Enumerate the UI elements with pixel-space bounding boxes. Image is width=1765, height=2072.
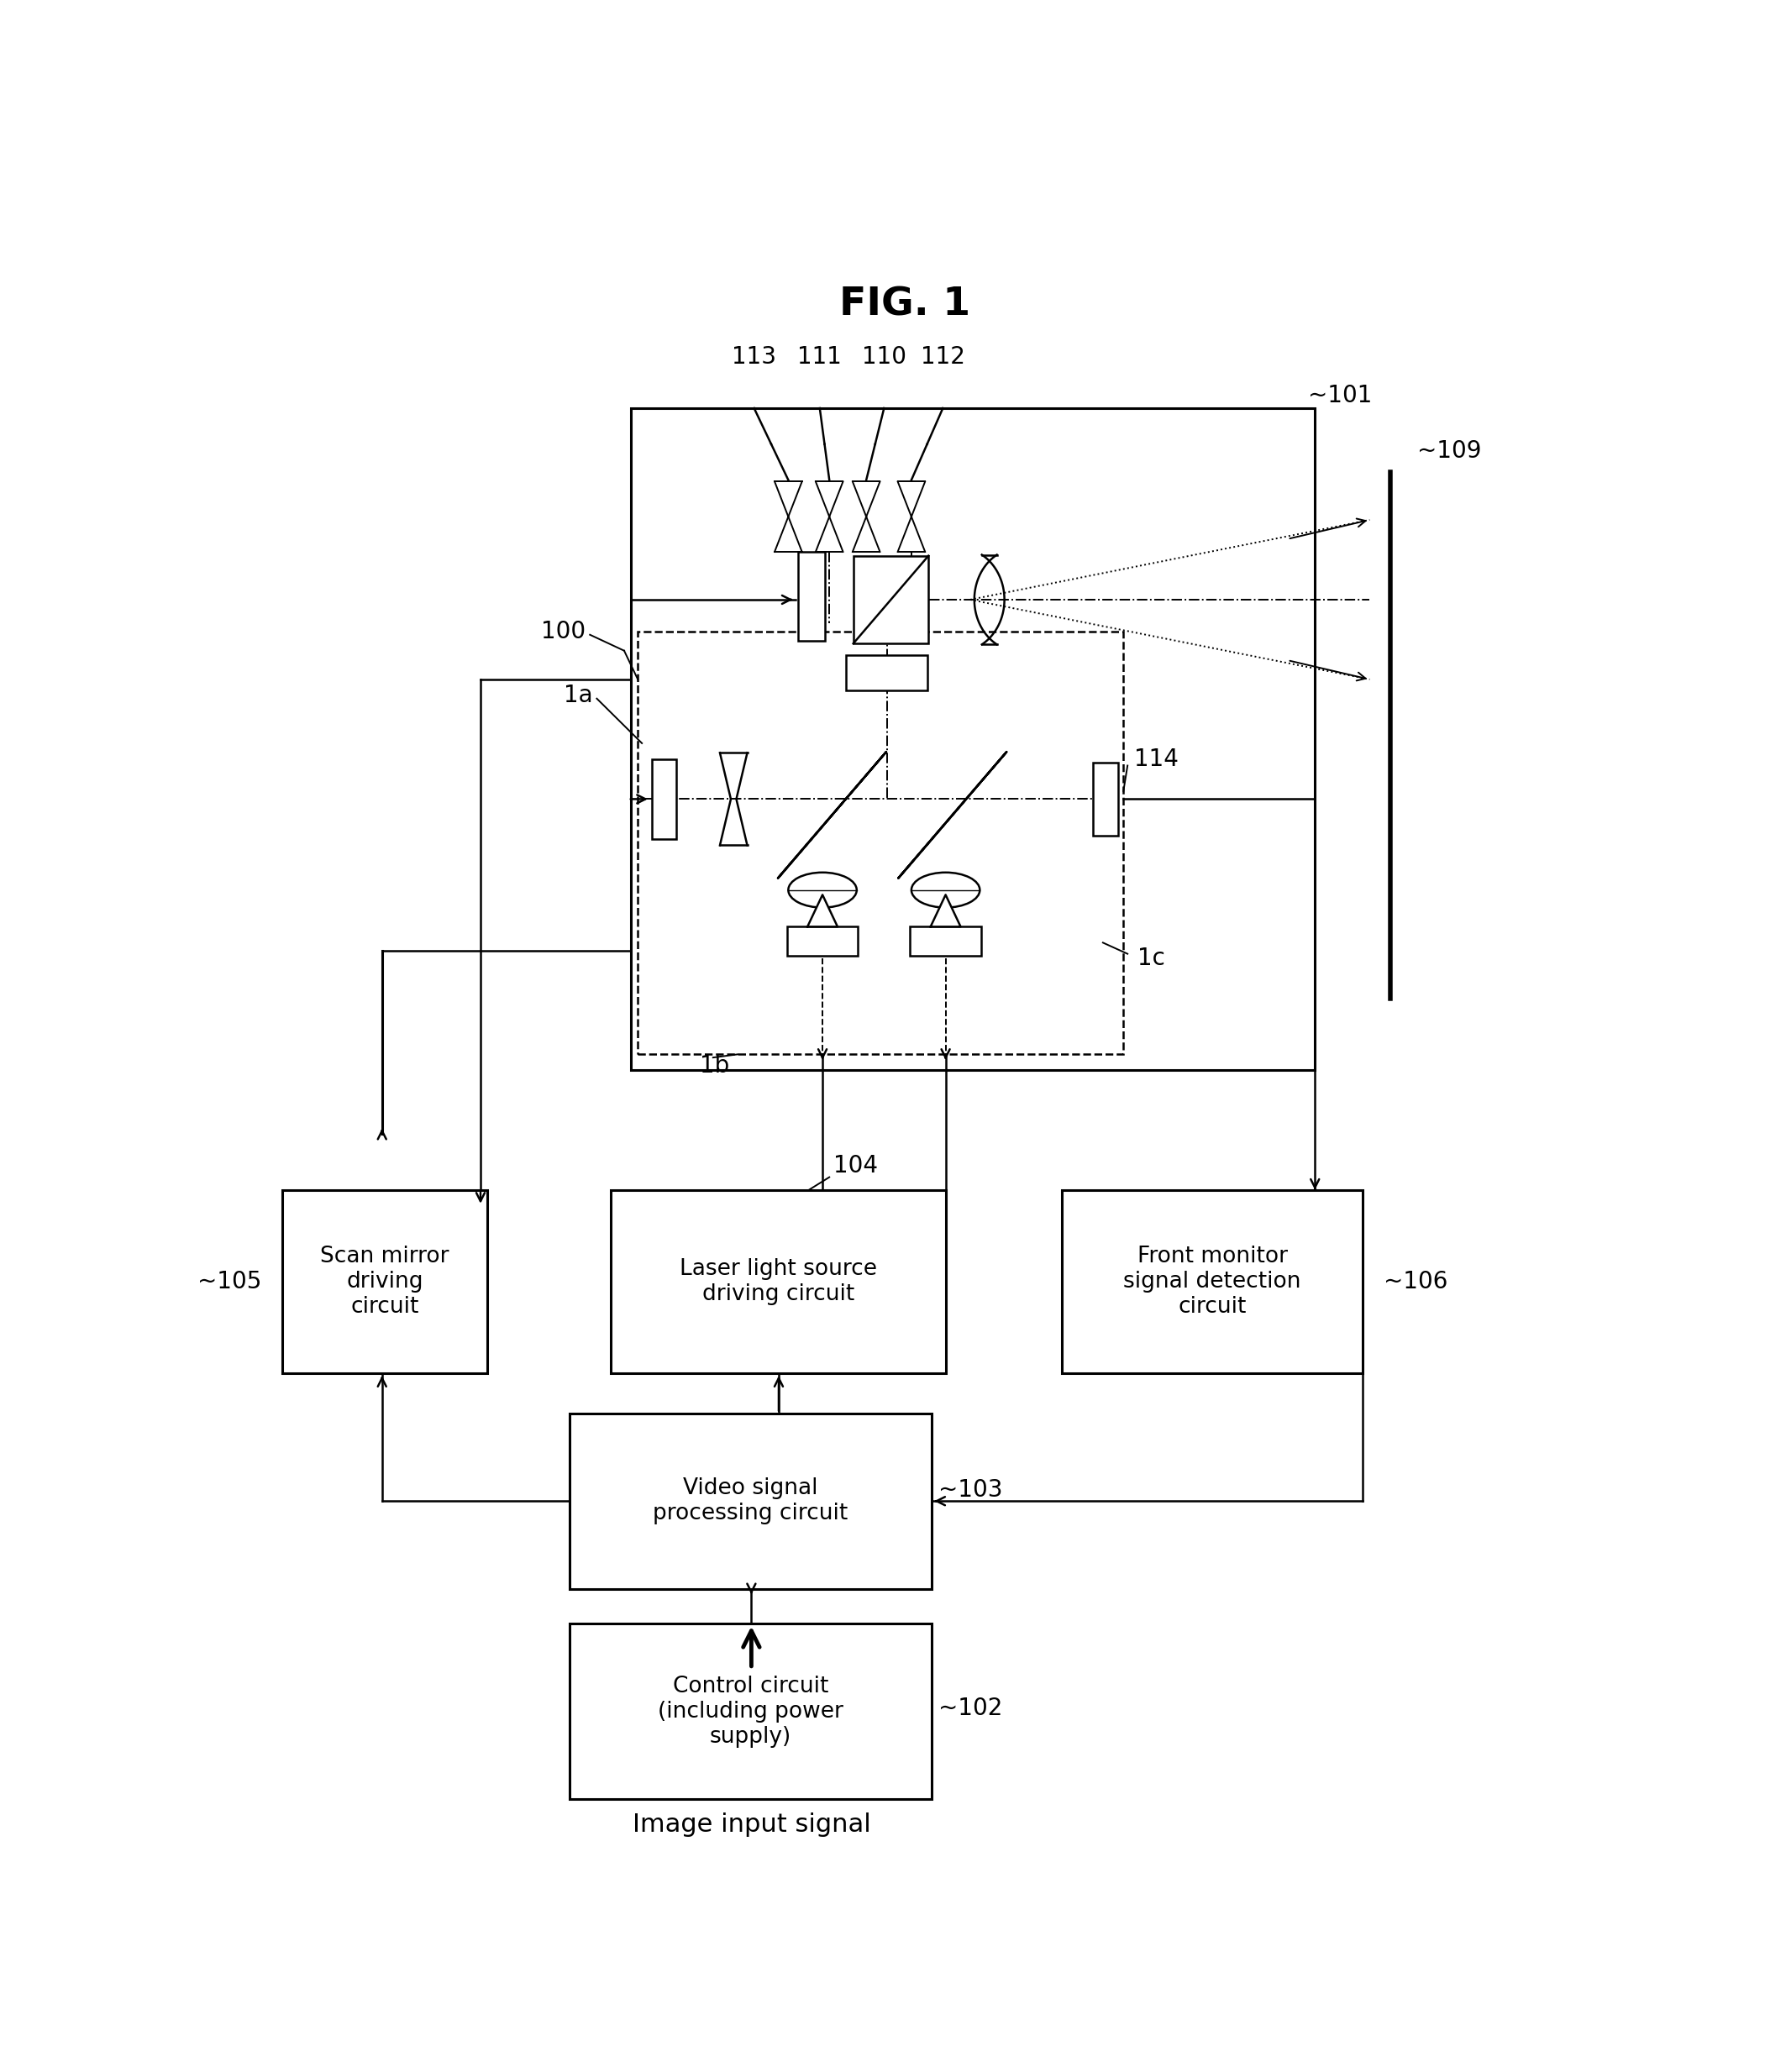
- Text: 104: 104: [833, 1154, 877, 1177]
- Text: Laser light source
driving circuit: Laser light source driving circuit: [680, 1258, 877, 1305]
- Bar: [798, 551, 826, 640]
- Text: 100: 100: [542, 620, 586, 642]
- Text: Video signal
processing circuit: Video signal processing circuit: [653, 1477, 849, 1525]
- Text: ~103: ~103: [939, 1477, 1003, 1502]
- Ellipse shape: [789, 872, 856, 908]
- Polygon shape: [930, 895, 960, 926]
- Ellipse shape: [911, 872, 980, 908]
- Text: 114: 114: [1135, 748, 1179, 771]
- Polygon shape: [778, 752, 886, 879]
- Text: ~109: ~109: [1417, 439, 1483, 462]
- Bar: [1093, 762, 1117, 835]
- Text: 113: 113: [732, 346, 777, 369]
- Text: 112: 112: [921, 346, 965, 369]
- Bar: [570, 1624, 932, 1798]
- Text: ~101: ~101: [1308, 383, 1371, 408]
- Bar: [787, 926, 858, 955]
- Text: Scan mirror
driving
circuit: Scan mirror driving circuit: [319, 1245, 450, 1318]
- Bar: [1063, 1189, 1363, 1374]
- Text: FIG. 1: FIG. 1: [838, 286, 971, 323]
- Text: Control circuit
(including power
supply): Control circuit (including power supply): [658, 1676, 844, 1749]
- Bar: [632, 408, 1315, 1071]
- Text: ~102: ~102: [939, 1697, 1003, 1720]
- Text: 1b: 1b: [699, 1055, 729, 1077]
- Bar: [845, 655, 928, 690]
- Bar: [911, 926, 981, 955]
- Polygon shape: [898, 752, 1006, 879]
- Text: 1c: 1c: [1137, 947, 1165, 970]
- Text: Front monitor
signal detection
circuit: Front monitor signal detection circuit: [1124, 1245, 1301, 1318]
- Bar: [852, 555, 928, 644]
- Bar: [570, 1413, 932, 1589]
- Bar: [651, 758, 676, 839]
- Bar: [282, 1189, 487, 1374]
- Polygon shape: [807, 895, 838, 926]
- Text: 1a: 1a: [563, 684, 593, 707]
- Text: ~105: ~105: [198, 1270, 261, 1293]
- Bar: [611, 1189, 946, 1374]
- Text: ~106: ~106: [1384, 1270, 1447, 1293]
- Text: 110: 110: [861, 346, 905, 369]
- Text: 111: 111: [798, 346, 842, 369]
- Bar: [637, 632, 1123, 1055]
- Text: Image input signal: Image input signal: [632, 1813, 870, 1838]
